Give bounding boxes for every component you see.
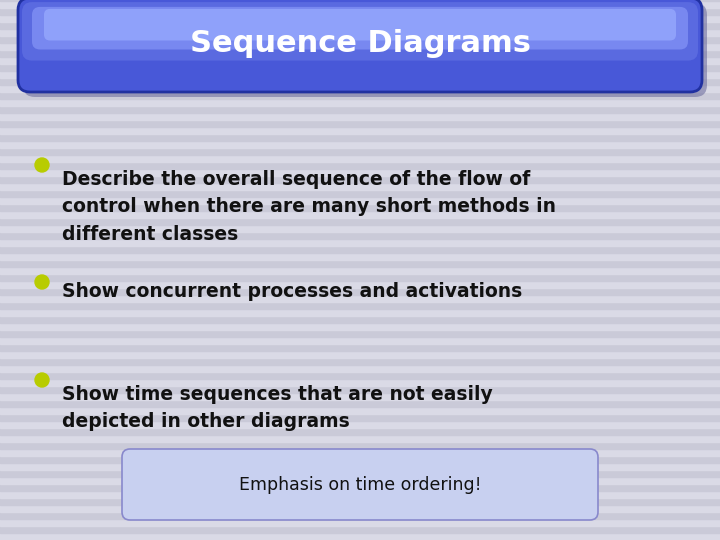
Bar	[0, 526, 720, 533]
Bar	[0, 239, 720, 246]
Text: Show time sequences that are not easily
depicted in other diagrams: Show time sequences that are not easily …	[62, 385, 492, 431]
Bar	[0, 491, 720, 498]
Bar	[0, 57, 720, 64]
Bar	[0, 400, 720, 407]
Bar	[0, 183, 720, 190]
Bar	[0, 260, 720, 267]
Bar	[0, 8, 720, 15]
Bar	[0, 498, 720, 505]
FancyBboxPatch shape	[122, 449, 598, 520]
Bar	[0, 148, 720, 155]
Bar	[0, 232, 720, 239]
Bar	[0, 134, 720, 141]
Bar	[0, 197, 720, 204]
Bar	[0, 288, 720, 295]
Bar	[0, 99, 720, 106]
Bar	[0, 358, 720, 365]
Bar	[0, 78, 720, 85]
Bar	[0, 22, 720, 29]
Bar	[0, 344, 720, 351]
Bar	[0, 414, 720, 421]
Bar	[0, 274, 720, 281]
Bar	[0, 267, 720, 274]
Bar	[0, 281, 720, 288]
FancyBboxPatch shape	[22, 2, 698, 60]
Text: Sequence Diagrams: Sequence Diagrams	[189, 29, 531, 57]
Bar	[0, 456, 720, 463]
Bar	[0, 120, 720, 127]
Bar	[0, 0, 720, 1]
Bar	[0, 428, 720, 435]
Bar	[0, 372, 720, 379]
Bar	[0, 15, 720, 22]
Bar	[0, 337, 720, 344]
FancyBboxPatch shape	[23, 3, 707, 97]
Bar	[0, 407, 720, 414]
Bar	[0, 533, 720, 540]
Bar	[0, 316, 720, 323]
Bar	[0, 113, 720, 120]
Bar	[0, 512, 720, 519]
Circle shape	[35, 373, 49, 387]
Bar	[0, 449, 720, 456]
Bar	[0, 470, 720, 477]
Bar	[0, 435, 720, 442]
Bar	[0, 169, 720, 176]
Bar	[0, 519, 720, 526]
Bar	[0, 351, 720, 358]
Bar	[0, 330, 720, 337]
Bar	[0, 92, 720, 99]
FancyBboxPatch shape	[18, 0, 702, 92]
Bar	[0, 218, 720, 225]
Bar	[0, 190, 720, 197]
Bar	[0, 302, 720, 309]
Text: Show concurrent processes and activations: Show concurrent processes and activation…	[62, 282, 522, 301]
Bar	[0, 477, 720, 484]
Bar	[0, 421, 720, 428]
Bar	[0, 64, 720, 71]
Bar	[0, 85, 720, 92]
Bar	[0, 379, 720, 386]
Bar	[0, 43, 720, 50]
Bar	[0, 211, 720, 218]
Bar	[0, 484, 720, 491]
Bar	[0, 225, 720, 232]
Bar	[0, 386, 720, 393]
Bar	[0, 393, 720, 400]
Bar	[0, 141, 720, 148]
FancyBboxPatch shape	[32, 7, 688, 50]
Bar	[0, 295, 720, 302]
Bar	[0, 365, 720, 372]
Bar	[0, 127, 720, 134]
Bar	[0, 162, 720, 169]
Bar	[0, 176, 720, 183]
Bar	[0, 463, 720, 470]
Bar	[0, 106, 720, 113]
Bar	[0, 505, 720, 512]
Text: Emphasis on time ordering!: Emphasis on time ordering!	[239, 476, 481, 494]
Bar	[0, 253, 720, 260]
Bar	[0, 155, 720, 162]
Bar	[0, 309, 720, 316]
Bar	[0, 29, 720, 36]
FancyBboxPatch shape	[44, 9, 676, 40]
Bar	[0, 442, 720, 449]
Circle shape	[35, 275, 49, 289]
Bar	[0, 246, 720, 253]
Text: Describe the overall sequence of the flow of
control when there are many short m: Describe the overall sequence of the flo…	[62, 170, 556, 244]
Bar	[0, 323, 720, 330]
Bar	[0, 1, 720, 8]
Bar	[0, 204, 720, 211]
Bar	[0, 50, 720, 57]
Bar	[0, 71, 720, 78]
Circle shape	[35, 158, 49, 172]
Bar	[0, 36, 720, 43]
